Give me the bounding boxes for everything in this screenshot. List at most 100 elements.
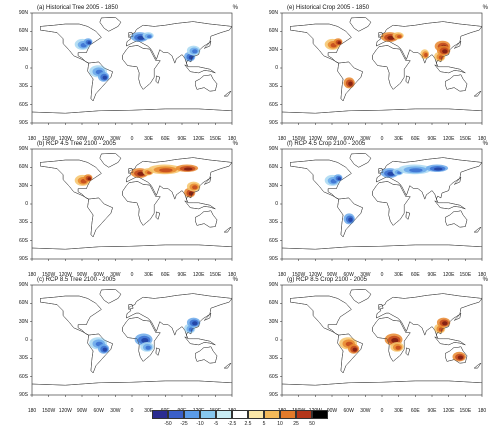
lon-label: 120W [308, 272, 322, 278]
coastline-overlay-japan [454, 176, 462, 185]
coastline-overlay-greenland [349, 17, 372, 32]
coastline-overlay-northAmerica [290, 295, 352, 336]
colorbar-tick-label: 25 [293, 421, 299, 427]
lon-label: 180 [477, 272, 487, 278]
coastline-overlay-northAmerica [40, 159, 102, 200]
coastline-overlay-uk [378, 168, 384, 174]
coastline-overlay-africa [372, 181, 411, 226]
shading-europe [147, 35, 152, 39]
colorbar-tick-label: -10 [196, 421, 204, 427]
colorbar-tick-label: 2.5 [244, 421, 252, 427]
map-canvas [30, 284, 233, 397]
coastline-overlay-indonesia [184, 336, 216, 346]
lon-label: 90W [76, 408, 88, 414]
coastline-overlay-australia [445, 210, 468, 228]
coastline-overlay-northAmerica [290, 23, 352, 64]
map-canvas [30, 148, 233, 261]
lon-label: 60W [343, 136, 354, 142]
coastline-overlay-japan [454, 40, 462, 49]
map-panel-c: (c) RCP 8.5 Tree 2100 - 2005% 90N 60N 30N 0 3… [4, 276, 242, 418]
lat-label: 0 [25, 201, 28, 207]
lat-label: 0 [275, 201, 278, 207]
lat-label: 60N [268, 300, 278, 307]
lat-label: 60S [269, 373, 278, 380]
coastline-overlay-antarctica [282, 244, 482, 259]
coastline-overlay-uk [378, 32, 384, 38]
colorbar-swatch [280, 410, 296, 419]
lon-label: 60W [343, 408, 354, 414]
coastline-overlay-eurasia [126, 157, 232, 203]
shading-southeast-asia [188, 55, 194, 60]
coastline-overlay-greenland [349, 153, 372, 168]
shading-amazon [102, 75, 108, 80]
lon-label: 180 [477, 136, 487, 142]
lon-label: 120E [442, 272, 455, 278]
shading-india [424, 53, 428, 57]
lat-label: 90S [269, 256, 278, 262]
shading-southeast-asia [192, 185, 198, 190]
lon-label: 0 [130, 408, 134, 414]
lon-label: 30E [394, 272, 404, 278]
lon-label: 180 [27, 408, 37, 414]
shading-southeast-asia [438, 327, 444, 332]
map-panel-f: (f) RCP 4.5 Crop 2100 - 2005% 90N 60N 30N 0 3… [254, 140, 492, 282]
shading-southeast-asia [192, 49, 198, 54]
panel-title: (b) RCP 4.5 Tree 2100 - 2005 [37, 141, 116, 147]
coastline-overlay-africa [122, 181, 161, 226]
lon-label: 150E [459, 136, 472, 142]
coastline-overlay-madagascar [405, 211, 411, 220]
colorbar-swatch [168, 410, 184, 419]
lon-label: 180 [227, 272, 237, 278]
coastline-overlay-southAmerica [337, 61, 363, 102]
lon-label: 120E [442, 136, 455, 142]
shading-russia [159, 168, 173, 173]
coastline-overlay-eurasia [376, 293, 482, 339]
coastline-overlay-southAmerica [337, 197, 363, 238]
lon-label: 30W [360, 272, 371, 278]
map-canvas [280, 284, 483, 397]
colorbar-tick-label: -25 [180, 421, 188, 427]
lon-label: 60E [410, 408, 420, 414]
shading-europe [387, 35, 395, 40]
coastline-overlay-japan [454, 312, 462, 321]
coastline-overlay-africa [372, 317, 411, 362]
colorbar-tick-label: 50 [309, 421, 315, 427]
lon-label: 0 [380, 408, 384, 414]
colorbar-tick-label: -5 [213, 421, 219, 427]
lat-label: 0 [275, 337, 278, 343]
coastline-overlay-newZealand [223, 91, 232, 97]
coastline-overlay-eurasia [376, 157, 482, 203]
coastline-overlay-southAmerica [87, 197, 113, 238]
shading-south-america [348, 217, 353, 222]
shading-southeast-asia [442, 49, 448, 54]
coastline-overlay-australia [195, 74, 218, 92]
lon-label: 60E [410, 272, 420, 278]
coastline-overlay-indonesia [184, 64, 216, 74]
shading-russia [433, 167, 443, 171]
coastline-overlay-australia [195, 346, 218, 364]
lon-label: 30W [110, 272, 121, 278]
shading-southeast-asia [192, 321, 198, 326]
lat-label: 30N [18, 46, 28, 53]
lat-label: 90S [19, 392, 28, 398]
lon-label: 0 [380, 272, 384, 278]
coastline-overlay-madagascar [155, 75, 161, 84]
shading-russia [183, 167, 193, 171]
panel-unit: % [482, 141, 488, 147]
colorbar-swatch [152, 410, 168, 419]
coastline-overlay-madagascar [405, 347, 411, 356]
lon-label: 150E [209, 272, 222, 278]
lon-label: 30E [144, 136, 154, 142]
lon-label: 120E [192, 136, 205, 142]
coastline-overlay-africa [372, 45, 411, 90]
coastline-overlay-indonesia [184, 200, 216, 210]
lon-label: 180 [27, 136, 37, 142]
shading-eastern-us [87, 177, 92, 181]
lon-label: 150E [209, 136, 222, 142]
coastline-overlay-uk [128, 32, 134, 38]
lat-label: 90S [269, 392, 278, 398]
coastline-overlay-greenland [99, 17, 122, 32]
lon-label: 60W [93, 272, 104, 278]
coastline-overlay-antarctica [282, 380, 482, 395]
lon-label: 30E [394, 408, 404, 414]
